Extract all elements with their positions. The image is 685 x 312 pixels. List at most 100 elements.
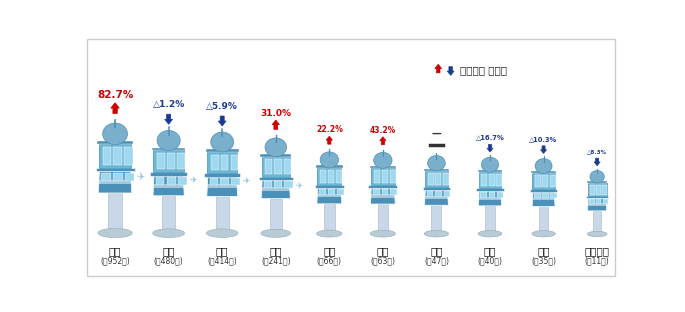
FancyBboxPatch shape xyxy=(328,189,335,195)
FancyBboxPatch shape xyxy=(424,168,449,171)
FancyBboxPatch shape xyxy=(162,196,175,235)
FancyBboxPatch shape xyxy=(259,177,292,180)
Text: △5.9%: △5.9% xyxy=(206,102,238,111)
Polygon shape xyxy=(219,116,226,126)
FancyBboxPatch shape xyxy=(476,188,503,191)
Polygon shape xyxy=(153,176,184,196)
FancyBboxPatch shape xyxy=(602,185,608,195)
Ellipse shape xyxy=(103,123,127,145)
FancyBboxPatch shape xyxy=(370,166,396,168)
Text: (일480대): (일480대) xyxy=(153,256,184,265)
FancyBboxPatch shape xyxy=(588,203,607,206)
FancyBboxPatch shape xyxy=(319,189,326,195)
FancyBboxPatch shape xyxy=(177,153,185,169)
FancyBboxPatch shape xyxy=(261,188,290,191)
Ellipse shape xyxy=(427,155,445,171)
Polygon shape xyxy=(425,190,449,205)
Ellipse shape xyxy=(371,230,395,237)
Text: △1.2%: △1.2% xyxy=(153,100,185,109)
Polygon shape xyxy=(111,103,119,114)
FancyBboxPatch shape xyxy=(382,189,388,195)
Text: 대구: 대구 xyxy=(377,246,389,256)
Polygon shape xyxy=(540,146,547,154)
Polygon shape xyxy=(317,188,342,204)
FancyBboxPatch shape xyxy=(206,149,238,152)
FancyBboxPatch shape xyxy=(425,171,448,187)
FancyBboxPatch shape xyxy=(113,173,123,181)
FancyBboxPatch shape xyxy=(390,170,396,183)
FancyBboxPatch shape xyxy=(374,170,380,183)
Ellipse shape xyxy=(320,152,338,168)
FancyBboxPatch shape xyxy=(373,189,379,195)
FancyBboxPatch shape xyxy=(108,193,122,235)
Ellipse shape xyxy=(532,231,556,237)
FancyBboxPatch shape xyxy=(337,189,344,195)
FancyBboxPatch shape xyxy=(328,170,334,183)
FancyBboxPatch shape xyxy=(588,183,606,196)
FancyBboxPatch shape xyxy=(317,194,342,197)
FancyBboxPatch shape xyxy=(425,196,449,199)
FancyBboxPatch shape xyxy=(539,207,548,235)
Polygon shape xyxy=(594,158,600,166)
Polygon shape xyxy=(435,64,442,73)
FancyBboxPatch shape xyxy=(284,159,291,174)
FancyBboxPatch shape xyxy=(427,191,434,197)
FancyBboxPatch shape xyxy=(482,174,487,186)
Ellipse shape xyxy=(535,158,552,173)
FancyBboxPatch shape xyxy=(178,177,187,185)
Text: (일414대): (일414대) xyxy=(208,256,237,265)
FancyBboxPatch shape xyxy=(125,173,134,181)
FancyBboxPatch shape xyxy=(232,178,240,185)
FancyBboxPatch shape xyxy=(153,184,184,188)
FancyBboxPatch shape xyxy=(382,170,388,183)
FancyBboxPatch shape xyxy=(444,191,450,197)
Text: (일35대): (일35대) xyxy=(531,256,556,265)
Text: ✈: ✈ xyxy=(136,173,145,183)
FancyBboxPatch shape xyxy=(497,174,502,186)
FancyBboxPatch shape xyxy=(532,173,555,189)
Text: 인쳌: 인쳌 xyxy=(109,246,121,256)
Ellipse shape xyxy=(265,138,286,157)
Text: (일47대): (일47대) xyxy=(424,256,449,265)
Ellipse shape xyxy=(424,230,449,237)
FancyBboxPatch shape xyxy=(432,205,441,235)
FancyBboxPatch shape xyxy=(530,189,557,192)
FancyBboxPatch shape xyxy=(275,159,282,174)
FancyBboxPatch shape xyxy=(478,197,501,200)
FancyBboxPatch shape xyxy=(167,153,175,169)
FancyBboxPatch shape xyxy=(221,154,229,170)
Polygon shape xyxy=(326,136,332,144)
FancyBboxPatch shape xyxy=(534,193,540,198)
FancyBboxPatch shape xyxy=(204,173,240,177)
FancyBboxPatch shape xyxy=(216,196,229,235)
FancyBboxPatch shape xyxy=(157,153,165,169)
FancyBboxPatch shape xyxy=(221,178,229,185)
Polygon shape xyxy=(207,177,238,196)
FancyBboxPatch shape xyxy=(316,165,342,168)
FancyBboxPatch shape xyxy=(551,193,557,198)
Text: 여수: 여수 xyxy=(484,246,496,256)
FancyBboxPatch shape xyxy=(443,173,449,185)
FancyBboxPatch shape xyxy=(324,204,334,235)
FancyBboxPatch shape xyxy=(593,211,601,235)
FancyBboxPatch shape xyxy=(264,181,272,188)
Ellipse shape xyxy=(98,228,132,238)
Ellipse shape xyxy=(482,157,499,172)
Text: ✈: ✈ xyxy=(189,177,197,186)
FancyBboxPatch shape xyxy=(586,196,608,198)
FancyBboxPatch shape xyxy=(543,175,548,187)
Text: (일11대): (일11대) xyxy=(585,256,610,265)
Ellipse shape xyxy=(374,152,392,168)
FancyBboxPatch shape xyxy=(423,187,450,190)
Ellipse shape xyxy=(478,231,502,237)
Text: (일66대): (일66대) xyxy=(317,256,342,265)
FancyBboxPatch shape xyxy=(480,192,487,197)
Polygon shape xyxy=(478,191,501,206)
FancyBboxPatch shape xyxy=(208,152,237,173)
FancyBboxPatch shape xyxy=(543,193,549,198)
Ellipse shape xyxy=(587,231,607,237)
FancyBboxPatch shape xyxy=(124,148,133,165)
FancyBboxPatch shape xyxy=(167,177,175,185)
Text: (일952대): (일952대) xyxy=(100,256,130,265)
FancyBboxPatch shape xyxy=(532,171,556,173)
